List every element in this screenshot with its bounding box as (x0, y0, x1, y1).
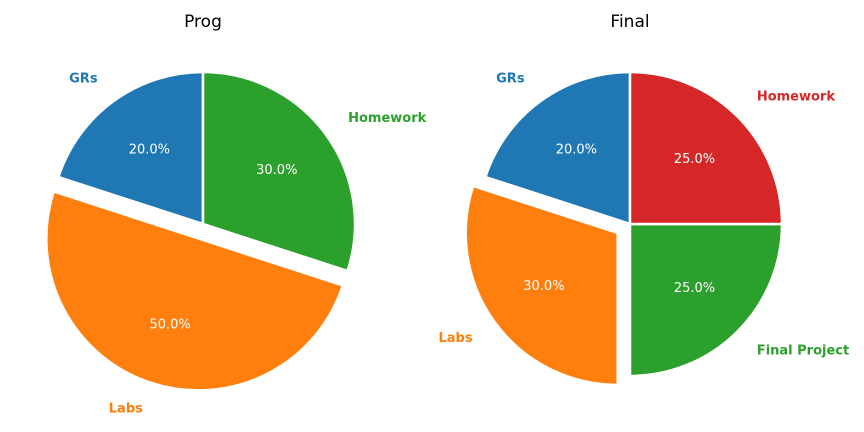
category-label-final-project: Final Project (757, 343, 849, 358)
percent-label-labs: 50.0% (149, 318, 190, 333)
pie-chart-final: Final 20.0% GRs 30.0% Labs 25.0% Final Projec… (438, 12, 849, 387)
category-label-homework: Homework (348, 111, 427, 126)
percent-label-labs: 30.0% (523, 279, 564, 294)
category-label-homework: Homework (757, 90, 836, 105)
category-label-grs: GRs (69, 71, 98, 86)
pie-slice-grs (57, 70, 205, 226)
chart-title: Prog (184, 12, 222, 32)
pie-slice-labs (464, 184, 619, 387)
category-label-grs: GRs (496, 71, 525, 86)
pie-chart-prog: Prog 20.0% GRs 50.0% Labs 30.0% Homework (45, 12, 427, 417)
chart-title: Final (610, 12, 649, 32)
percent-label-homework: 30.0% (256, 163, 297, 178)
category-label-labs: Labs (438, 331, 472, 346)
percent-label-final-project: 25.0% (674, 281, 715, 296)
pie-slice-grs (484, 70, 632, 226)
pie-slice-final-project (628, 222, 784, 378)
pie-slice-homework (201, 70, 357, 273)
percent-label-grs: 20.0% (129, 143, 170, 158)
pie-slice-homework (628, 70, 784, 226)
percent-label-homework: 25.0% (674, 152, 715, 167)
percent-label-grs: 20.0% (556, 143, 597, 158)
category-label-labs: Labs (109, 402, 143, 417)
pie-slice-labs (45, 190, 345, 392)
